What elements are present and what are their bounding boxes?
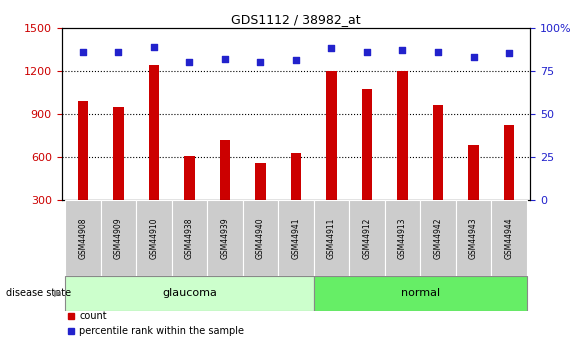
Text: GSM44912: GSM44912 — [363, 217, 372, 259]
Text: GSM44939: GSM44939 — [220, 217, 229, 259]
Bar — [491, 200, 527, 276]
Text: glaucoma: glaucoma — [162, 288, 217, 298]
Text: GSM44910: GSM44910 — [149, 217, 158, 259]
Text: GSM44944: GSM44944 — [505, 217, 513, 259]
Bar — [420, 200, 456, 276]
Bar — [220, 140, 230, 200]
Text: GSM44909: GSM44909 — [114, 217, 123, 259]
Text: GSM44942: GSM44942 — [434, 217, 442, 259]
Bar — [184, 156, 195, 200]
Bar — [326, 71, 337, 200]
Bar — [172, 200, 207, 276]
Point — [469, 54, 478, 60]
Bar — [136, 200, 172, 276]
Point — [255, 59, 265, 65]
Text: disease state: disease state — [6, 288, 74, 298]
Title: GDS1112 / 38982_at: GDS1112 / 38982_at — [231, 13, 361, 27]
Bar — [278, 200, 314, 276]
Point — [78, 49, 87, 55]
Bar — [65, 200, 101, 276]
Point — [398, 47, 407, 53]
Bar — [349, 200, 385, 276]
Point — [327, 46, 336, 51]
Point — [185, 59, 194, 65]
Point — [149, 44, 159, 49]
Bar — [385, 200, 420, 276]
Text: GSM44943: GSM44943 — [469, 217, 478, 259]
Bar — [314, 276, 527, 310]
Text: GSM44940: GSM44940 — [256, 217, 265, 259]
Bar — [255, 164, 265, 200]
Bar — [77, 101, 88, 200]
Bar — [468, 146, 479, 200]
Bar — [397, 71, 408, 200]
Text: GSM44938: GSM44938 — [185, 217, 194, 259]
Bar — [314, 200, 349, 276]
Bar — [65, 276, 314, 310]
Bar — [456, 200, 491, 276]
Bar — [291, 152, 301, 200]
Text: normal: normal — [401, 288, 440, 298]
Point — [291, 58, 301, 63]
Bar — [207, 200, 243, 276]
Bar — [101, 200, 136, 276]
Point — [220, 56, 230, 61]
Point — [433, 49, 442, 55]
Point — [114, 49, 123, 55]
Bar — [362, 89, 372, 200]
Text: GSM44941: GSM44941 — [291, 217, 301, 259]
Point — [362, 49, 372, 55]
Bar — [148, 65, 159, 200]
Bar — [432, 105, 444, 200]
Text: GSM44913: GSM44913 — [398, 217, 407, 259]
Text: GSM44911: GSM44911 — [327, 217, 336, 259]
Text: GSM44908: GSM44908 — [79, 217, 87, 259]
Bar — [113, 107, 124, 200]
Bar — [243, 200, 278, 276]
Text: ▶: ▶ — [54, 288, 62, 298]
Legend: count, percentile rank within the sample: count, percentile rank within the sample — [63, 307, 248, 340]
Bar — [504, 125, 515, 200]
Point — [505, 51, 514, 56]
